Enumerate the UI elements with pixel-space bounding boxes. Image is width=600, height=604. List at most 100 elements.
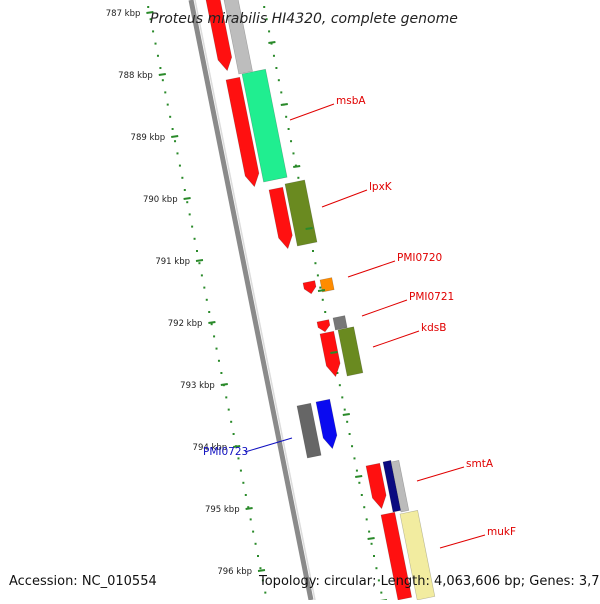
leader-PMI0723 — [244, 437, 293, 453]
inner-tick-dot — [227, 408, 230, 411]
inner-tick-dot — [200, 274, 203, 277]
cog-feature — [332, 315, 348, 331]
inner-tick-dot — [254, 542, 257, 545]
outer-tick-dot — [377, 579, 380, 582]
inner-tick-dot — [247, 506, 250, 509]
gene-label-PMI0721: PMI0721 — [409, 291, 454, 303]
tick-mark — [257, 569, 266, 572]
inner-tick-dot — [239, 469, 242, 472]
outer-tick-mark — [280, 103, 288, 106]
outer-tick-mark — [305, 227, 313, 230]
gene-label-PMI0720: PMI0720 — [397, 252, 442, 264]
gene-label-lpxK: lpxK — [369, 181, 393, 193]
outer-tick-dot — [268, 30, 271, 33]
inner-tick-dot — [156, 54, 159, 57]
cds-feature — [319, 330, 341, 378]
pmi0723-cds-feature — [315, 398, 338, 450]
genome-summary: Topology: circular; Length: 4,063,606 bp… — [259, 574, 600, 589]
outer-tick-dot — [380, 591, 383, 594]
inner-tick-dot — [152, 30, 155, 33]
outer-tick-mark — [342, 413, 350, 416]
cds-feature — [205, 0, 233, 72]
outer-tick-dot — [285, 115, 288, 118]
tick-label: 794 kbp — [193, 443, 228, 453]
cds-feature — [365, 462, 387, 510]
tick-label: 790 kbp — [143, 195, 178, 205]
leader-lpxK — [321, 189, 368, 208]
tick-label: 792 kbp — [168, 319, 203, 329]
inner-tick-dot — [188, 213, 191, 216]
inner-tick-dot — [249, 518, 252, 521]
inner-tick-dot — [147, 6, 150, 8]
outer-tick-mark — [367, 537, 375, 540]
outer-tick-dot — [314, 262, 317, 265]
inner-tick-dot — [205, 298, 208, 301]
cds-feature — [380, 511, 413, 601]
outer-tick-dot — [287, 128, 290, 130]
cds-feature — [302, 280, 317, 295]
outer-tick-dot — [290, 140, 293, 143]
outer-tick-dot — [294, 164, 297, 167]
inner-tick-dot — [225, 396, 228, 399]
gene-label-msbA: msbA — [336, 95, 366, 107]
cog-feature — [390, 460, 410, 513]
outer-tick-mark — [330, 351, 338, 354]
inner-tick-dot — [161, 79, 164, 82]
cog-feature — [223, 0, 253, 75]
outer-tick-dot — [316, 274, 319, 277]
backbone-line — [188, 0, 314, 601]
outer-tick-dot — [348, 433, 351, 435]
outer-tick-dot — [319, 286, 322, 289]
outer-tick-mark — [317, 289, 326, 292]
tick-label: 791 kbp — [155, 257, 190, 267]
outer-tick-dot — [370, 542, 373, 545]
tick-label: 795 kbp — [205, 505, 240, 515]
outer-tick-dot — [338, 384, 341, 387]
outer-tick-mark — [355, 475, 363, 478]
tick-label: 796 kbp — [217, 567, 252, 577]
outer-tick-dot — [280, 91, 283, 94]
outer-tick-dot — [353, 457, 356, 460]
inner-tick-dot — [252, 530, 255, 533]
cds-feature — [225, 76, 260, 188]
pmi0723-cog-feature — [296, 402, 322, 459]
tick-mark — [233, 445, 241, 448]
leader-mukF — [439, 534, 486, 549]
tick-mark — [195, 259, 204, 262]
feature-track — [205, 0, 436, 601]
inner-tick-dot — [264, 591, 267, 594]
outer-tick-dot — [373, 555, 375, 557]
tick-mark — [220, 383, 228, 386]
inner-tick-dot — [164, 91, 167, 94]
outer-tick-dot — [375, 567, 378, 570]
inner-tick-dot — [191, 225, 194, 228]
gene-label-smtA: smtA — [466, 458, 494, 470]
tick-label: 787 kbp — [106, 9, 141, 19]
outer-tick-mark — [293, 165, 301, 168]
inner-tick-dot — [181, 176, 184, 179]
inner-tick-dot — [210, 323, 213, 326]
outer-tick-dot — [272, 54, 275, 57]
tick-mark — [183, 197, 191, 200]
outer-tick-dot — [263, 6, 266, 8]
gene-label-mukF: mukF — [487, 526, 516, 538]
gene-label-kdsB: kdsB — [421, 322, 446, 334]
leader-PMI0720 — [347, 260, 396, 278]
inner-tick-dot — [178, 164, 181, 167]
outer-tick-dot — [321, 298, 324, 301]
cog-feature — [319, 277, 335, 293]
inner-tick-dot — [149, 18, 152, 21]
leader-kdsB — [372, 330, 420, 348]
outer-tick-dot — [277, 79, 280, 82]
outer-tick-dot — [358, 481, 361, 484]
tick-label: 793 kbp — [180, 381, 215, 391]
cog-feature — [337, 326, 364, 377]
outer-tick-dot — [368, 530, 371, 533]
inner-tick-dot — [244, 494, 247, 496]
backbone-highlight — [194, 0, 316, 601]
inner-tick-dot — [154, 42, 157, 45]
gene-label-PMI0723: PMI0723 — [203, 446, 248, 458]
inner-tick-dot — [193, 237, 196, 240]
